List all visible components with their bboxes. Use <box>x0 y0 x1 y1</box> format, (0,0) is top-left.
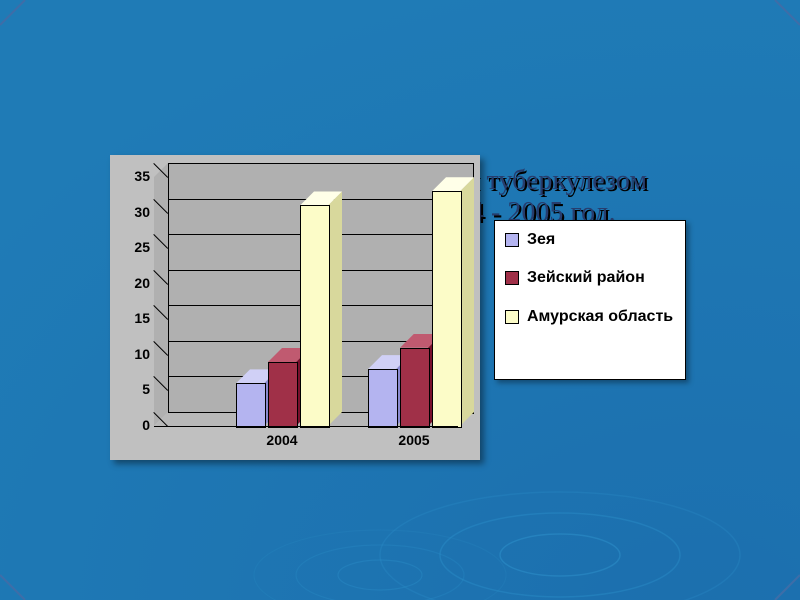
y-tick-label: 15 <box>134 310 150 326</box>
bar <box>368 369 398 428</box>
y-tick-label: 0 <box>142 417 150 433</box>
y-tick-label: 35 <box>134 168 150 184</box>
bar <box>400 348 430 428</box>
legend: Зея Зейский район Амурская область <box>494 220 686 380</box>
bar <box>268 362 298 428</box>
legend-label: Зея <box>527 231 555 249</box>
legend-item: Зейский район <box>505 269 675 287</box>
y-tick-label: 5 <box>142 381 150 397</box>
legend-swatch <box>505 271 519 285</box>
y-tick-label: 30 <box>134 204 150 220</box>
bar <box>432 191 462 428</box>
bar <box>300 205 330 428</box>
legend-item: Амурская область <box>505 308 675 326</box>
y-tick-label: 20 <box>134 275 150 291</box>
bar <box>236 383 266 428</box>
legend-item: Зея <box>505 231 675 249</box>
legend-label: Амурская область <box>527 308 673 326</box>
y-tick-label: 10 <box>134 346 150 362</box>
legend-swatch <box>505 310 519 324</box>
x-category-label: 2004 <box>257 432 307 448</box>
x-category-label: 2005 <box>389 432 439 448</box>
y-tick-label: 25 <box>134 239 150 255</box>
legend-label: Зейский район <box>527 269 645 287</box>
bar-chart: 0 5 10 15 20 25 30 35 2004 2005 <box>110 155 480 460</box>
legend-swatch <box>505 233 519 247</box>
